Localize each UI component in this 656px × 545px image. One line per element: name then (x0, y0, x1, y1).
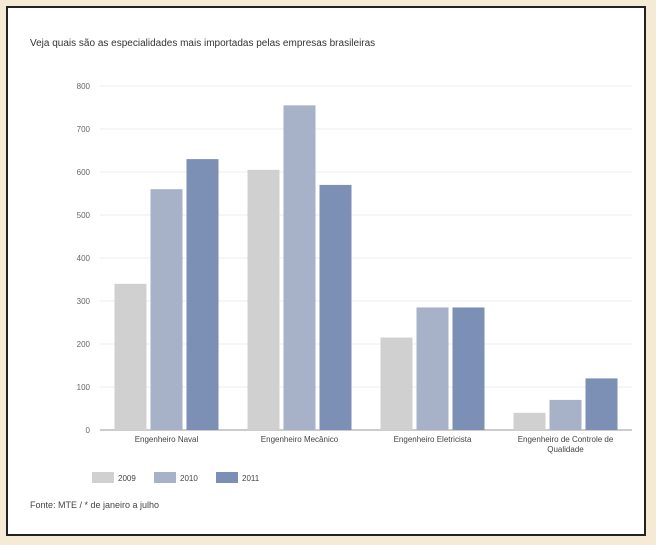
bar-2011-3 (452, 307, 485, 430)
bar-2009-1 (114, 283, 147, 430)
legend-swatch-2011 (216, 472, 238, 483)
y-tick-label: 300 (77, 297, 91, 306)
legend-swatch-2009 (92, 472, 114, 483)
bar-2011-1 (186, 159, 219, 430)
y-tick-label: 600 (77, 168, 91, 177)
y-tick-label: 400 (77, 254, 91, 263)
bar-2010-2 (283, 105, 316, 430)
bars (114, 105, 618, 430)
legend-label-2010: 2010 (180, 474, 198, 483)
bar-2010-4 (549, 399, 582, 430)
source-note: Fonte: MTE / * de janeiro a julho (30, 500, 160, 510)
bar-2011-2 (319, 184, 352, 430)
x-tick-label: Engenheiro de Controle de Qualidade (518, 435, 614, 454)
bar-2009-3 (380, 337, 413, 430)
x-tick-label: Engenheiro Naval (135, 435, 199, 444)
bar-2010-1 (150, 189, 183, 430)
bar-2009-2 (247, 169, 280, 430)
x-tick-label: Engenheiro Eletricista (394, 435, 472, 444)
bar-2010-3 (416, 307, 449, 430)
legend-label-2011: 2011 (242, 474, 260, 483)
bar-2011-4 (585, 378, 618, 430)
y-tick-label: 200 (77, 340, 91, 349)
y-tick-label: 700 (77, 125, 91, 134)
legend-label-2009: 2009 (118, 474, 136, 483)
x-axis: Engenheiro Naval Engenheiro Mecânico Engen… (135, 435, 614, 454)
chart-title: Veja quais são as especialidades mais im… (30, 38, 376, 49)
x-tick-label: Engenheiro Mecânico (261, 435, 339, 444)
bar-2009-4 (513, 412, 546, 430)
legend-swatch-2010 (154, 472, 176, 483)
y-axis: 0 100 200 300 400 500 600 700 800 (77, 82, 91, 435)
y-tick-label: 800 (77, 82, 91, 91)
legend: 2009 2010 2011 (92, 472, 260, 483)
y-tick-label: 500 (77, 211, 91, 220)
y-tick-label: 0 (86, 426, 91, 435)
y-tick-label: 100 (77, 383, 91, 392)
